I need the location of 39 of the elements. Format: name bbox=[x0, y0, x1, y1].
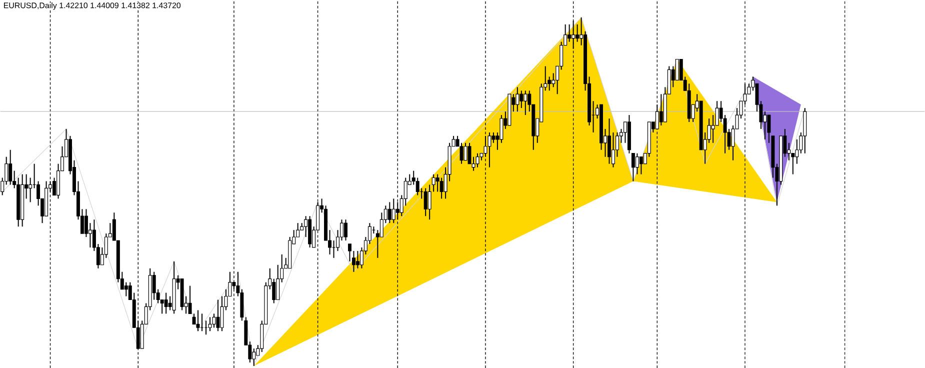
candlestick bbox=[208, 316, 212, 332]
candlestick bbox=[196, 309, 200, 332]
candlestick bbox=[488, 132, 492, 168]
candlestick bbox=[424, 188, 428, 216]
candlestick bbox=[639, 156, 643, 175]
candlestick bbox=[476, 152, 480, 168]
candlestick bbox=[276, 264, 280, 300]
candlestick bbox=[608, 118, 611, 164]
candlestick bbox=[568, 24, 572, 42]
candlestick bbox=[428, 184, 432, 220]
candlestick bbox=[356, 250, 360, 269]
candlestick bbox=[675, 58, 679, 80]
candlestick bbox=[8, 149, 12, 186]
candlestick bbox=[520, 90, 524, 108]
candlestick bbox=[392, 198, 396, 224]
candlestick bbox=[216, 299, 220, 332]
candlestick bbox=[460, 142, 464, 164]
candlestick bbox=[492, 132, 496, 144]
candlestick bbox=[524, 90, 528, 116]
candlestick bbox=[659, 93, 663, 126]
candlestick bbox=[432, 174, 436, 192]
candlestick bbox=[440, 177, 444, 199]
candlestick bbox=[388, 201, 392, 224]
candlestick bbox=[631, 152, 635, 182]
candlestick bbox=[576, 24, 580, 42]
candlestick bbox=[220, 296, 224, 332]
candlestick bbox=[188, 285, 192, 314]
candlestick bbox=[212, 312, 216, 328]
candlestick bbox=[124, 282, 128, 297]
candlestick bbox=[164, 292, 168, 314]
candlestick bbox=[464, 142, 468, 161]
candlestick bbox=[635, 152, 639, 175]
candlestick bbox=[344, 218, 348, 241]
candlestick bbox=[516, 86, 520, 112]
candlestick bbox=[28, 177, 32, 202]
candlestick bbox=[795, 138, 799, 164]
candlestick bbox=[715, 100, 719, 126]
candlestick bbox=[416, 177, 420, 196]
candlestick bbox=[252, 348, 256, 366]
